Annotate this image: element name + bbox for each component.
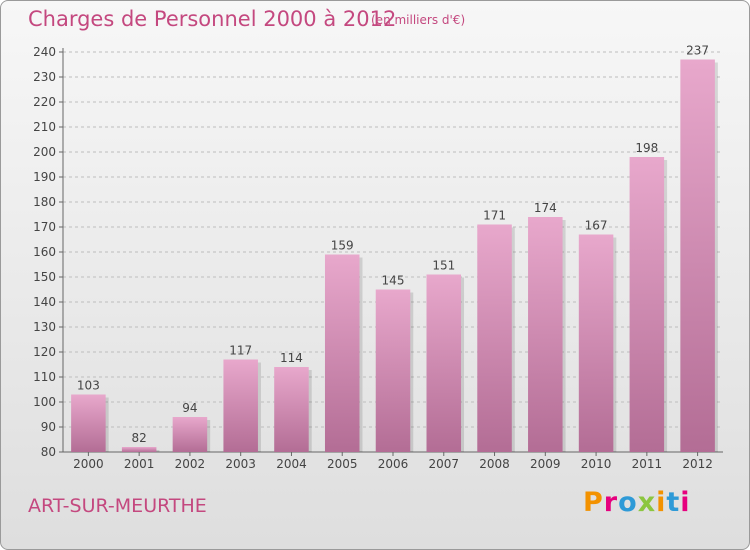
- logo-letter: x: [637, 487, 657, 518]
- x-tick-label: 2000: [73, 457, 104, 471]
- y-tick-label: 120: [33, 345, 56, 359]
- logo-letter: r: [603, 487, 619, 518]
- y-tick-label: 200: [33, 145, 56, 159]
- bar-value-label: 117: [229, 344, 252, 358]
- y-tick-label: 110: [33, 370, 56, 384]
- y-tick-label: 130: [33, 320, 56, 334]
- bar-2011: [629, 157, 665, 452]
- logo-letter: P: [583, 487, 604, 518]
- x-tick-label: 2003: [225, 457, 256, 471]
- bar-2008: [477, 224, 512, 452]
- x-tick-label: 2005: [327, 457, 358, 471]
- y-tick-label: 100: [33, 395, 56, 409]
- y-tick-label: 170: [33, 220, 56, 234]
- chart-subtitle: (en milliers d'€): [371, 13, 466, 27]
- bar-value-label: 174: [534, 201, 557, 215]
- x-tick-label: 2008: [479, 457, 510, 471]
- x-tick-label: 2009: [530, 457, 561, 471]
- proxiti-logo: Proxiti: [583, 487, 691, 518]
- bar-2000: [71, 394, 106, 452]
- x-axis: 2000 2001 2002 2003 2004 2005 2006 2007 2008 2009…: [73, 452, 713, 471]
- bar-value-label: 82: [132, 431, 147, 445]
- bars: 103 82 94 117 114 159 145 151 171 174 167 198 237: [71, 44, 718, 452]
- y-tick-label: 90: [41, 420, 56, 434]
- y-tick-label: 80: [41, 445, 56, 459]
- bar-value-label: 114: [280, 351, 303, 365]
- bar-value-label: 171: [483, 209, 506, 223]
- bar-value-label: 94: [182, 401, 197, 415]
- bar-2004: [274, 367, 309, 452]
- bar-2007: [426, 274, 462, 452]
- x-tick-label: 2007: [428, 457, 459, 471]
- y-tick-label: 190: [33, 170, 56, 184]
- place-name: ART-SUR-MEURTHE: [28, 495, 207, 517]
- bar-value-label: 198: [635, 141, 658, 155]
- bar-value-label: 145: [382, 274, 405, 288]
- bar-2002: [172, 417, 208, 452]
- y-tick-label: 210: [33, 120, 56, 134]
- logo-letter: i: [680, 487, 691, 518]
- x-tick-label: 2011: [632, 457, 663, 471]
- bar-2001: [121, 447, 157, 452]
- logo-letter: i: [656, 487, 667, 518]
- bar-2009: [528, 217, 563, 452]
- x-tick-label: 2006: [378, 457, 409, 471]
- bar-value-label: 237: [686, 44, 709, 58]
- y-axis: 80 90 100 110 120 130 140 150 160 170 180 190 200 210…: [33, 45, 723, 459]
- x-tick-label: 2010: [581, 457, 612, 471]
- logo-letter: t: [666, 487, 681, 518]
- y-tick-label: 220: [33, 95, 56, 109]
- y-tick-label: 240: [33, 45, 56, 59]
- x-tick-label: 2004: [276, 457, 307, 471]
- bar-2012: [680, 59, 715, 452]
- bar-2010: [578, 234, 614, 452]
- x-tick-label: 2002: [175, 457, 206, 471]
- bar-value-label: 103: [77, 379, 100, 393]
- bar-2006: [375, 289, 411, 452]
- chart-title: Charges de Personnel 2000 à 2012: [28, 7, 397, 31]
- x-tick-label: 2012: [682, 457, 713, 471]
- bar-2005: [324, 254, 360, 452]
- y-tick-label: 160: [33, 245, 56, 259]
- logo-letter: o: [618, 487, 638, 518]
- bar-2003: [223, 359, 258, 452]
- y-tick-label: 140: [33, 295, 56, 309]
- bar-value-label: 167: [585, 219, 608, 233]
- y-tick-label: 230: [33, 70, 56, 84]
- y-tick-label: 180: [33, 195, 56, 209]
- bar-value-label: 159: [331, 239, 354, 253]
- bar-value-label: 151: [432, 259, 455, 273]
- x-tick-label: 2001: [124, 457, 155, 471]
- y-tick-label: 150: [33, 270, 56, 284]
